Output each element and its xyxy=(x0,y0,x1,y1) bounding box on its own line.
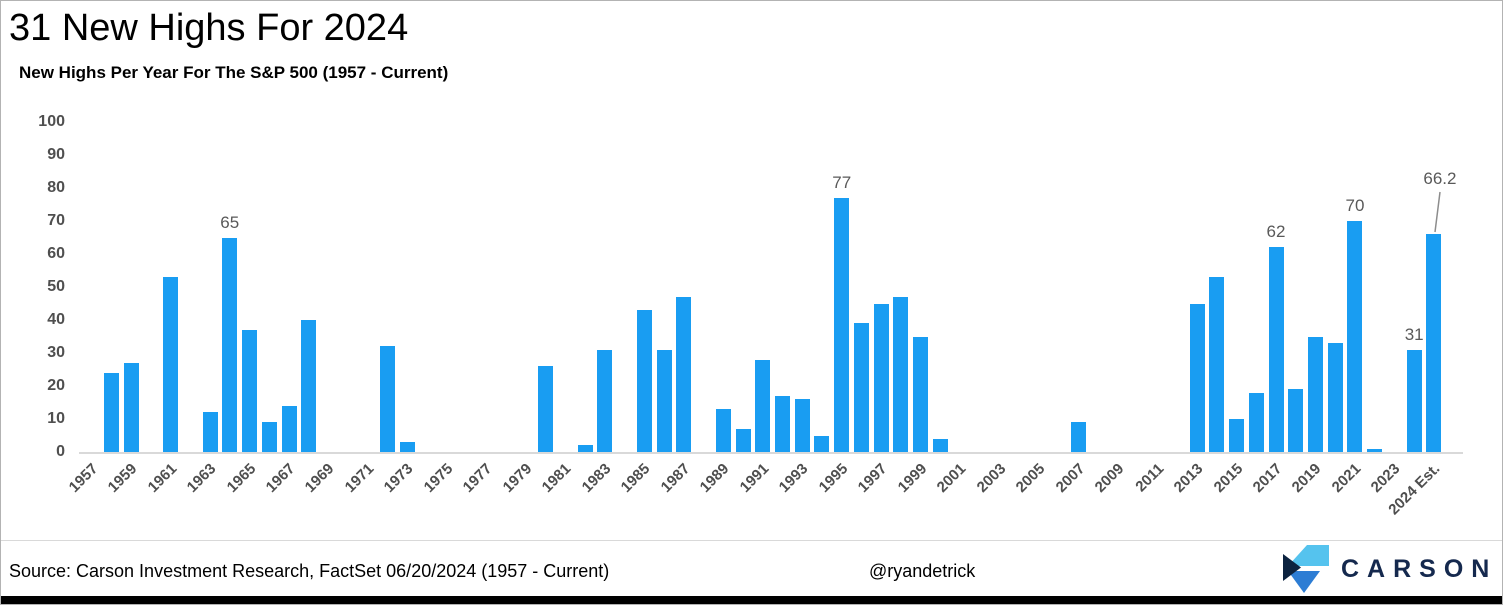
bar-2007 xyxy=(1071,422,1087,452)
bar-1992 xyxy=(775,395,790,452)
bar-2024-est- xyxy=(1426,233,1442,452)
bar-2015 xyxy=(1229,419,1245,452)
y-tick-label-20: 20 xyxy=(47,377,65,394)
bar-2020 xyxy=(1327,343,1343,452)
bar-1967 xyxy=(281,405,297,452)
bar-value-label-2024: 31 xyxy=(1404,324,1424,344)
bar-1959 xyxy=(123,362,139,452)
y-tick-label-40: 40 xyxy=(47,311,65,328)
bar-1961 xyxy=(163,277,179,452)
bar-1963 xyxy=(202,412,218,452)
page-title: 31 New Highs For 2024 xyxy=(9,7,409,49)
bar-1982 xyxy=(577,445,593,452)
bottom-black-bar xyxy=(1,596,1502,604)
bar-1973 xyxy=(399,442,415,452)
bar-value-label-1964: 65 xyxy=(220,212,240,232)
y-tick-label-30: 30 xyxy=(47,344,65,361)
bar-1965 xyxy=(242,329,258,452)
bar-2019 xyxy=(1307,336,1323,452)
bar-1997 xyxy=(873,303,889,452)
x-axis-line xyxy=(79,452,1463,454)
bar-1985 xyxy=(636,310,652,452)
y-tick-label-90: 90 xyxy=(47,146,65,163)
bar-1994 xyxy=(814,435,830,452)
bar-1964 xyxy=(222,237,238,452)
chart-subtitle: New Highs Per Year For The S&P 500 (1957… xyxy=(19,63,449,82)
bar-1999 xyxy=(913,336,929,452)
bar-2016 xyxy=(1248,392,1264,452)
bar-1995 xyxy=(834,197,850,452)
bar-1983 xyxy=(597,349,613,452)
bar-2024 xyxy=(1406,349,1422,452)
y-tick-label-50: 50 xyxy=(47,278,65,295)
bar-1998 xyxy=(893,296,909,452)
bar-2022 xyxy=(1367,448,1383,452)
bar-1996 xyxy=(853,323,869,452)
bar-2017 xyxy=(1268,247,1284,452)
bar-1980 xyxy=(538,366,554,452)
bar-2000 xyxy=(932,438,948,452)
bar-1989 xyxy=(715,409,731,452)
bar-1966 xyxy=(261,422,277,452)
twitter-handle: @ryandetrick xyxy=(869,561,976,581)
bar-value-label-2017: 62 xyxy=(1266,222,1286,242)
bar-2014 xyxy=(1209,277,1225,452)
y-tick-label-0: 0 xyxy=(56,443,65,460)
bar-2018 xyxy=(1288,389,1304,452)
y-tick-label-10: 10 xyxy=(47,410,65,427)
y-tick-label-70: 70 xyxy=(47,212,65,229)
bar-1972 xyxy=(380,346,396,452)
source-note: Source: Carson Investment Research, Fact… xyxy=(9,561,610,581)
y-tick-label-80: 80 xyxy=(47,179,65,196)
bar-value-label-2021: 70 xyxy=(1345,196,1365,215)
bar-1991 xyxy=(755,359,771,452)
bar-value-label-1995: 77 xyxy=(832,172,852,192)
bar-1993 xyxy=(794,399,810,452)
bar-2013 xyxy=(1189,303,1205,452)
carson-logo-text: CARSON xyxy=(1341,555,1498,583)
carson-logo: CARSON xyxy=(1283,545,1497,593)
bar-1958 xyxy=(103,372,119,452)
callout-leader-line xyxy=(1434,191,1441,233)
footer-divider xyxy=(1,540,1502,541)
bar-1990 xyxy=(735,428,751,452)
bar-1986 xyxy=(656,349,672,452)
bar-2021 xyxy=(1347,221,1363,452)
y-tick-label-100: 100 xyxy=(38,113,65,130)
bar-value-label-2024-est-: 66.2 xyxy=(1423,169,1457,188)
bar-1968 xyxy=(301,320,317,452)
bar-1987 xyxy=(676,296,692,452)
carson-logo-icon xyxy=(1283,545,1329,593)
y-tick-label-60: 60 xyxy=(47,245,65,262)
